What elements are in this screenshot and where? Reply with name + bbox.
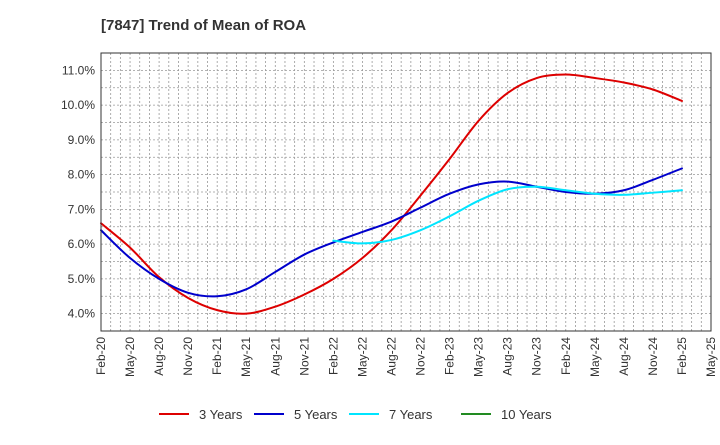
x-tick-label: Nov-24 bbox=[646, 337, 660, 376]
x-tick-label: Aug-23 bbox=[501, 337, 515, 376]
x-tick-label: Nov-23 bbox=[530, 337, 544, 376]
x-tick-label: Nov-22 bbox=[414, 337, 428, 376]
y-tick-label: 8.0% bbox=[68, 168, 96, 182]
x-tick-label: Aug-24 bbox=[617, 337, 631, 376]
plot-frame bbox=[100, 52, 712, 332]
x-tick-label: Nov-21 bbox=[297, 337, 311, 376]
y-tick-label: 7.0% bbox=[68, 202, 96, 216]
y-tick-label: 9.0% bbox=[68, 133, 96, 147]
legend-label-10-years: 10 Years bbox=[501, 407, 552, 422]
y-tick-label: 11.0% bbox=[62, 63, 95, 77]
x-tick-label: Aug-21 bbox=[268, 337, 282, 376]
x-tick-label: Feb-25 bbox=[675, 337, 689, 375]
x-tick-label: May-20 bbox=[123, 337, 137, 377]
y-tick-label: 6.0% bbox=[68, 237, 96, 251]
legend-label-3-years: 3 Years bbox=[199, 407, 243, 422]
x-tick-label: Feb-21 bbox=[210, 337, 224, 375]
legend: 3 Years 5 Years 7 Years 10 Years bbox=[159, 407, 552, 422]
x-tick-label: Feb-23 bbox=[443, 337, 457, 375]
x-tick-label: Nov-20 bbox=[181, 337, 195, 376]
x-tick-label: May-24 bbox=[588, 337, 602, 377]
x-tick-label: May-23 bbox=[472, 337, 486, 377]
x-tick-label: May-21 bbox=[239, 337, 253, 377]
series-line-3-years bbox=[100, 73, 683, 315]
x-tick-label: Feb-20 bbox=[94, 337, 108, 375]
x-tick-label: Aug-20 bbox=[152, 337, 166, 376]
series-line-7-years bbox=[332, 185, 683, 245]
x-tick-label: May-22 bbox=[355, 337, 369, 377]
x-tick-label: Feb-24 bbox=[559, 337, 573, 375]
y-tick-label: 4.0% bbox=[68, 307, 96, 321]
y-axis-ticks: 4.0% 5.0% 6.0% 7.0% 8.0% 9.0% 10.0% 11.0% bbox=[61, 63, 95, 320]
legend-label-5-years: 5 Years bbox=[294, 407, 338, 422]
series-lines bbox=[100, 73, 683, 315]
y-tick-label: 10.0% bbox=[61, 98, 95, 112]
y-tick-label: 5.0% bbox=[68, 272, 96, 286]
chart-title: [7847] Trend of Mean of ROA bbox=[101, 17, 306, 34]
x-tick-label: Aug-22 bbox=[384, 337, 398, 376]
x-tick-label: May-25 bbox=[704, 337, 718, 377]
x-tick-label: Feb-22 bbox=[326, 337, 340, 375]
legend-label-7-years: 7 Years bbox=[389, 407, 433, 422]
x-axis-ticks: Feb-20 May-20 Aug-20 Nov-20 Feb-21 May-21 Aug-… bbox=[94, 337, 718, 377]
